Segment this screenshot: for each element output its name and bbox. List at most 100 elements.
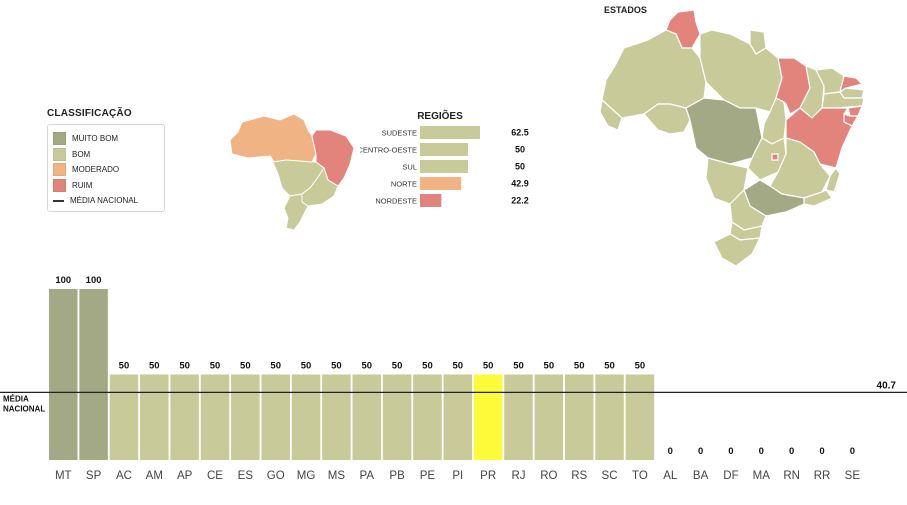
state-bar [170,374,199,460]
state-tick-label: AL [663,470,678,482]
region-bar [420,160,468,173]
state-bar [352,374,381,460]
region-bar [420,143,468,156]
legend-label-media-nacional: MÉDIA NACIONAL [70,196,139,206]
media-nacional-label-line1: MÉDIA [3,394,29,403]
region-label: CENTRO-OESTE [360,146,417,155]
state-bar [79,289,108,460]
state-tick-label: PI [452,470,463,482]
legend-item-ruim: RUIM [53,178,164,194]
legend-label-moderado: MODERADO [72,165,120,175]
state-tick-label: PA [360,470,375,482]
state-tick-label: AP [177,470,193,482]
state-value-label: 50 [392,361,403,372]
state-value-label: 0 [850,446,855,457]
state-tick-label: DF [723,470,738,482]
legend-title: CLASSIFICAÇÃO [47,108,132,119]
state-df-shape [771,153,779,161]
state-tick-label: SP [86,470,102,482]
state-value-label: 100 [86,275,102,286]
state-tick-label: SC [602,470,618,482]
media-nacional-value: 40.7 [877,380,897,391]
state-bar [140,374,169,460]
state-value-label: 0 [668,446,673,457]
state-bar [261,374,290,460]
state-value-label: 0 [698,446,703,457]
state-bar [49,289,78,460]
state-tick-label: TO [632,470,648,482]
state-value-label: 50 [635,361,646,372]
state-bar [291,374,321,460]
legend-swatch-moderado [53,163,66,177]
state-tick-label: RR [814,470,831,482]
state-bar [564,374,594,460]
state-tick-label: CE [207,470,223,482]
legend: MUITO BOM BOM MODERADO RUIM MÉDIA NACION… [47,124,165,212]
state-tick-label: SE [845,470,861,482]
legend-label-muito-bom: MUITO BOM [72,134,119,144]
state-value-label: 50 [604,361,615,372]
state-bar [413,374,442,460]
states-map [599,9,865,267]
state-value-label: 0 [789,446,794,457]
state-value-label: 50 [574,361,585,372]
state-tick-label: RJ [511,470,525,482]
state-tick-label: MT [55,470,72,482]
legend-item-muito-bom: MUITO BOM [53,131,164,147]
state-bar [625,374,655,460]
region-bar [420,194,442,207]
state-value-label: 100 [55,275,71,286]
legend-swatch-ruim [53,178,66,192]
state-tick-label: PE [420,470,436,482]
state-bar [200,374,230,460]
region-value-label: 22.2 [511,196,529,206]
state-tick-label: RO [540,470,557,482]
legend-label-ruim: RUIM [72,180,93,190]
legend-item-media-nacional: MÉDIA NACIONAL [53,193,164,209]
state-value-label: 50 [210,361,221,372]
state-bar [231,374,260,460]
state-bar [473,374,503,460]
state-tick-label: AC [116,470,132,482]
state-es-shape [825,166,841,193]
state-tick-label: PR [480,470,496,482]
state-value-label: 50 [270,361,281,372]
region-sul-shape [283,193,309,231]
media-nacional-label-line2: NACIONAL [3,404,45,413]
state-tick-label: GO [267,470,285,482]
region-value-label: 50 [515,145,525,155]
region-value-label: 42.9 [511,179,529,189]
state-tick-label: MG [297,470,316,482]
legend-line-media-nacional [53,199,64,202]
region-bar [420,177,462,190]
state-value-label: 50 [361,361,372,372]
state-value-label: 50 [544,361,555,372]
estados-title: ESTADOS [604,5,647,15]
legend-swatch-muito-bom [53,132,66,146]
regions-title: REGIÕES [417,109,463,122]
state-bar [595,374,624,460]
state-value-label: 50 [149,361,160,372]
state-ma-shape [775,57,811,115]
region-label: NORTE [391,180,417,189]
state-value-label: 0 [819,446,824,457]
legend-item-bom: BOM [53,147,164,163]
state-value-label: 50 [119,361,130,372]
state-rs-shape [713,233,762,267]
region-value-label: 50 [515,162,525,172]
state-ac-shape [599,98,623,131]
state-value-label: 50 [513,361,524,372]
region-label: NORDESTE [375,197,417,206]
state-value-label: 50 [179,361,190,372]
legend-label-bom: BOM [72,149,91,159]
state-value-label: 50 [422,361,433,372]
state-bar [534,374,564,460]
state-tick-label: AM [146,470,163,482]
region-label: SUDESTE [382,129,417,138]
state-value-label: 50 [453,361,464,372]
state-value-label: 50 [483,361,494,372]
state-value-label: 50 [301,361,312,372]
region-bar [420,126,480,139]
region-value-label: 62.5 [511,128,529,138]
